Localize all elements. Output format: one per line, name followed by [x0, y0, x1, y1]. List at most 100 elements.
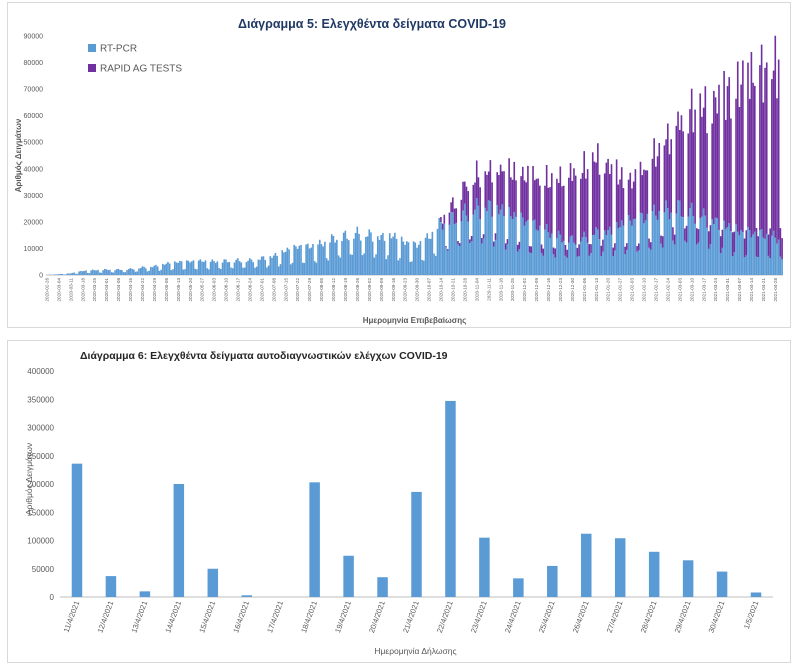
x-tick-label: 2020-03-25 — [92, 278, 97, 302]
rt-pcr-bar — [382, 232, 384, 275]
y-tick-label: 90000 — [24, 34, 44, 41]
rt-pcr-bar — [155, 264, 157, 275]
rt-pcr-bar — [194, 268, 197, 275]
rt-pcr-bar — [510, 216, 512, 275]
x-tick-label: 2020-09-02 — [367, 278, 372, 302]
rapid-ag-bar — [649, 242, 652, 250]
rt-pcr-bar — [672, 240, 674, 275]
rt-pcr-bar — [564, 255, 567, 275]
rapid-ag-bar — [622, 188, 625, 226]
rt-pcr-bar — [605, 235, 608, 275]
rt-pcr-bar — [586, 242, 589, 275]
rt-pcr-bar — [288, 249, 290, 275]
rapid-ag-bar — [639, 161, 642, 213]
rt-pcr-bar — [64, 274, 67, 275]
rapid-ag-bar — [747, 62, 749, 227]
rt-pcr-bar — [552, 254, 555, 275]
rt-pcr-bar — [557, 230, 560, 275]
rt-pcr-bar — [214, 262, 217, 275]
rapid-ag-bar — [694, 109, 696, 224]
self-test-bar — [614, 538, 626, 597]
rt-pcr-bar — [571, 235, 574, 275]
rt-pcr-bar — [168, 263, 171, 275]
rt-pcr-bar — [481, 243, 483, 275]
rapid-ag-bar — [690, 88, 693, 203]
rt-pcr-bar — [414, 242, 417, 275]
rt-pcr-bar — [614, 250, 616, 275]
rt-pcr-bar — [612, 256, 615, 275]
rapid-ag-bar — [721, 229, 724, 248]
rt-pcr-bar — [160, 269, 162, 275]
rt-pcr-bar — [656, 219, 659, 275]
rapid-ag-bar — [707, 231, 710, 249]
rapid-ag-bar — [614, 243, 616, 251]
rt-pcr-bar — [453, 223, 456, 275]
rapid-ag-bar — [446, 249, 449, 251]
rt-pcr-bar — [78, 271, 81, 275]
rt-pcr-bar — [617, 228, 620, 275]
rt-pcr-bar — [310, 247, 313, 275]
rt-pcr-bar — [307, 243, 309, 275]
rapid-ag-bar — [501, 171, 504, 205]
y-tick-label: 70000 — [24, 87, 44, 94]
x-tick-label: 2020-03-18 — [80, 278, 85, 302]
rapid-ag-bar — [576, 247, 579, 257]
rt-pcr-bar — [595, 227, 597, 275]
self-test-bar — [445, 400, 456, 597]
rt-pcr-bar — [115, 269, 118, 275]
rt-pcr-bar — [588, 255, 591, 275]
rt-pcr-bar — [549, 237, 551, 275]
rapid-ag-bar — [632, 181, 635, 220]
rapid-ag-bar — [716, 113, 719, 219]
rt-pcr-bar — [356, 226, 359, 275]
rt-pcr-bar — [144, 268, 147, 275]
x-tick-label: 2021-02-10 — [642, 278, 647, 302]
self-test-bar — [343, 555, 354, 597]
rt-pcr-bar — [637, 250, 640, 275]
x-tick-label: 25/4/2021 — [537, 600, 557, 634]
rapid-ag-bar — [637, 243, 640, 251]
chart-5-title: Διάγραμμα 5: Ελεγχθέντα δείγματα COVID-1… — [238, 17, 506, 31]
rt-pcr-bar — [532, 220, 534, 275]
rapid-ag-bar — [574, 175, 577, 245]
rapid-ag-bar — [629, 172, 632, 221]
rt-pcr-bar — [247, 260, 249, 275]
rt-pcr-bar — [498, 214, 500, 275]
rt-pcr-bar — [146, 271, 149, 275]
rt-pcr-bar — [325, 258, 328, 275]
rt-pcr-bar — [71, 272, 74, 275]
self-test-bar — [479, 537, 490, 597]
rt-pcr-bar — [238, 261, 241, 275]
rt-pcr-bar — [723, 220, 725, 275]
rt-pcr-bar — [376, 236, 379, 275]
rt-pcr-bar — [387, 255, 389, 275]
rt-pcr-bar — [511, 219, 514, 275]
rt-pcr-bar — [259, 259, 261, 275]
rt-pcr-bar — [653, 204, 655, 275]
rt-pcr-bar — [291, 262, 294, 275]
self-test-bar — [207, 568, 219, 597]
rt-pcr-bar — [223, 259, 226, 275]
rt-pcr-bar — [460, 221, 463, 275]
rt-pcr-bar — [757, 257, 760, 275]
x-tick-label: 19/4/2021 — [333, 600, 353, 634]
rt-pcr-bar — [772, 230, 775, 275]
rt-pcr-bar — [269, 256, 272, 275]
self-test-bar — [173, 484, 185, 597]
rt-pcr-bar — [365, 236, 367, 275]
rt-pcr-bar — [646, 213, 649, 275]
rt-pcr-bar — [332, 235, 335, 275]
rapid-ag-bar — [598, 174, 601, 239]
rt-pcr-bar — [776, 243, 778, 275]
rt-pcr-bar — [320, 244, 323, 275]
rt-pcr-bar — [540, 252, 543, 275]
rt-pcr-bar — [151, 267, 154, 275]
y-tick-label: 50000 — [32, 565, 55, 574]
rapid-ag-bar — [641, 175, 644, 214]
rt-pcr-bar — [639, 212, 642, 275]
rt-pcr-bar — [765, 233, 768, 275]
x-tick-label: 2020-10-14 — [439, 278, 444, 302]
rt-pcr-bar — [56, 274, 58, 275]
rt-pcr-bar — [506, 244, 509, 275]
rapid-ag-bar — [619, 179, 621, 228]
